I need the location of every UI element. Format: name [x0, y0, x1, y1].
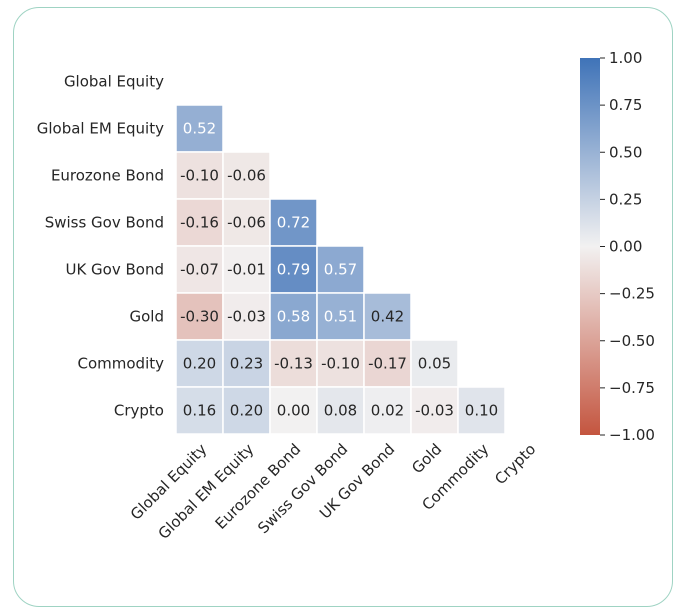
heatmap-cell: [410, 339, 459, 388]
cell-value-label: 0.51: [324, 308, 357, 326]
correlation-heatmap: 0.52 -0.10 -0.06 -0.16 -0.06 0.72 -0.07 -0.01 0.…: [37, 49, 655, 543]
heatmap-cell: [316, 245, 365, 294]
cell-value-label: 0.57: [324, 261, 357, 279]
heatmap-cell: [222, 151, 271, 200]
heatmap-cell: [269, 292, 318, 341]
heatmap-cell: [363, 386, 412, 435]
cell-value-label: -0.16: [180, 214, 219, 232]
cell-value-label: 0.00: [277, 402, 310, 420]
row-label: Commodity: [78, 355, 165, 373]
row-labels: Global Equity Global EM Equity Eurozone Bo…: [37, 73, 164, 420]
col-label: Crypto: [491, 440, 539, 488]
row-label: Eurozone Bond: [51, 167, 164, 185]
cell-value-label: -0.01: [227, 261, 266, 279]
colorbar-tick-label: −0.50: [609, 332, 655, 350]
col-label: Gold: [408, 440, 445, 477]
cell-value-label: -0.03: [227, 308, 266, 326]
cell-value-label: 0.52: [183, 120, 216, 138]
row-label: Gold: [130, 308, 165, 326]
cell-value-label: -0.06: [227, 214, 266, 232]
cell-value-label: 0.23: [230, 355, 263, 373]
cell-value-label: 0.42: [371, 308, 404, 326]
colorbar-tick-label: 0.25: [609, 190, 642, 208]
row-label: Global Equity: [64, 73, 164, 91]
row-label: UK Gov Bond: [65, 261, 164, 279]
heatmap-cell: [457, 386, 506, 435]
cell-value-label: 0.72: [277, 214, 310, 232]
colorbar: 1.00 0.75 0.50 0.25 0.00 −0.25 −0.50 −0.75 −1.00: [580, 49, 655, 444]
colorbar-tick-label: −0.75: [609, 379, 655, 397]
heatmap-cell: [222, 198, 271, 247]
heatmap-cell: [410, 386, 459, 435]
colorbar-tick-label: 1.00: [609, 49, 642, 67]
heatmap-cell: [269, 245, 318, 294]
heatmap-cell: [175, 339, 224, 388]
heatmap-cell: [175, 104, 224, 153]
cell-value-label: -0.03: [415, 402, 454, 420]
colorbar-tick-label: 0.00: [609, 238, 642, 256]
colorbar-tick-label: −1.00: [609, 426, 655, 444]
heatmap-cell: [269, 339, 318, 388]
cell-value-label: -0.07: [180, 261, 219, 279]
colorbar-tick-label: 0.75: [609, 96, 642, 114]
row-label: Global EM Equity: [37, 120, 164, 138]
col-label: Eurozone Bond: [212, 440, 305, 533]
cell-value-label: 0.10: [465, 402, 498, 420]
cell-value-label: -0.13: [274, 355, 313, 373]
cell-value-label: 0.58: [277, 308, 310, 326]
colorbar-ticks: 1.00 0.75 0.50 0.25 0.00 −0.25 −0.50 −0.75 −1.00: [600, 49, 655, 444]
cell-value-label: -0.10: [321, 355, 360, 373]
colorbar-tick-label: −0.25: [609, 285, 655, 303]
cell-value-label: 0.02: [371, 402, 404, 420]
colorbar-gradient: [580, 58, 600, 435]
cell-value-label: 0.08: [324, 402, 357, 420]
heatmap-cell: [363, 339, 412, 388]
cell-value-label: -0.30: [180, 308, 219, 326]
cell-value-label: 0.05: [418, 355, 451, 373]
heatmap-cell: [175, 245, 224, 294]
heatmap-cell: [269, 386, 318, 435]
heatmap-cells: 0.52 -0.10 -0.06 -0.16 -0.06 0.72 -0.07 -0.01 0.…: [175, 104, 506, 435]
heatmap-cell: [175, 292, 224, 341]
cell-value-label: 0.20: [183, 355, 216, 373]
cell-value-label: 0.16: [183, 402, 216, 420]
colorbar-tick-label: 0.50: [609, 143, 642, 161]
cell-value-label: -0.10: [180, 167, 219, 185]
cell-value-label: -0.17: [368, 355, 407, 373]
heatmap-cell: [363, 292, 412, 341]
cell-value-label: 0.79: [277, 261, 310, 279]
cell-value-label: -0.06: [227, 167, 266, 185]
heatmap-cell: [175, 386, 224, 435]
cell-value-label: 0.20: [230, 402, 263, 420]
heatmap-cell: [316, 339, 365, 388]
row-label: Crypto: [114, 402, 164, 420]
row-label: Swiss Gov Bond: [45, 214, 164, 232]
